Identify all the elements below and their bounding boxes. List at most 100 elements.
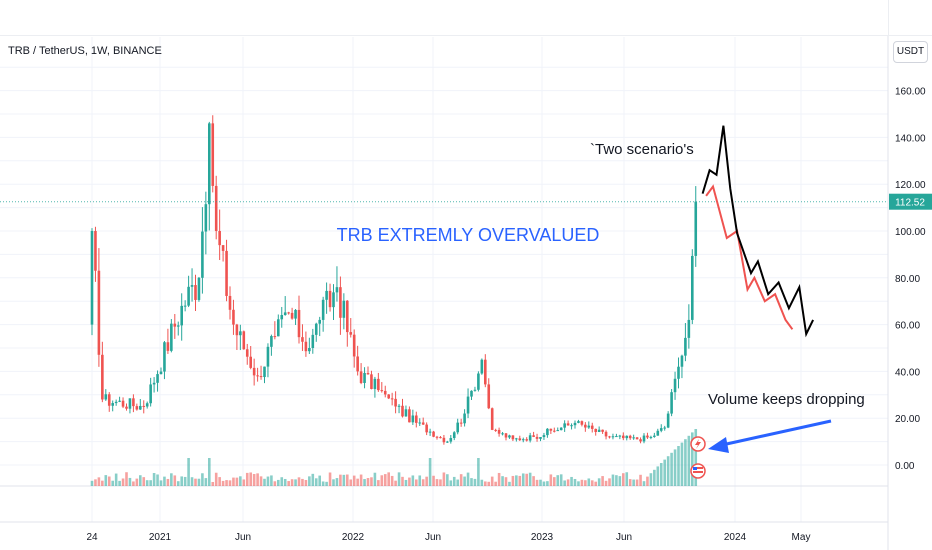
volume-bar [97, 477, 101, 486]
volume-bar [156, 474, 159, 486]
candle-body [314, 323, 318, 335]
volume-bar [114, 473, 118, 486]
volume-bar [314, 478, 318, 486]
candle-body [263, 366, 266, 378]
candle-body [211, 123, 215, 186]
volume-bar [656, 466, 660, 486]
volume-bar [521, 473, 525, 486]
volume-bar [480, 479, 484, 486]
candle-body [235, 324, 239, 336]
volume-bar [625, 472, 629, 486]
volume-bar [601, 476, 604, 486]
candle-body [632, 437, 635, 439]
volume-bar [556, 475, 560, 486]
price-tick-label: 0.00 [895, 461, 915, 472]
volume-bar [421, 479, 425, 486]
candle-body [535, 436, 539, 439]
candle-body [694, 201, 698, 256]
candle-body [404, 409, 408, 417]
candle-body [132, 398, 135, 407]
volume-bar [463, 476, 466, 486]
volume-bar [270, 475, 273, 486]
candle-body [546, 428, 549, 436]
candle-body [156, 374, 159, 383]
candle-body [308, 348, 311, 352]
candle-body [273, 336, 277, 338]
volume-bar [352, 475, 356, 486]
flash-event-icon[interactable] [690, 436, 706, 452]
volume-bar [259, 476, 263, 486]
last-price-tag [889, 193, 932, 210]
candle-body [463, 413, 466, 424]
volume-bar [321, 481, 325, 486]
candle-body [170, 323, 173, 351]
volume-bars [90, 429, 698, 486]
candle-body [622, 435, 625, 439]
candle-body [125, 406, 128, 409]
volume-bar [487, 481, 491, 486]
volume-bar [539, 479, 542, 486]
volume-bar [508, 481, 511, 486]
volume-bar [573, 478, 577, 486]
candle-body [649, 436, 653, 438]
volume-bar [301, 478, 304, 486]
candle-body [204, 204, 208, 232]
volume-bar [559, 474, 563, 486]
volume-bar [252, 474, 256, 486]
volume-bar [504, 477, 508, 486]
volume-bar [366, 478, 370, 486]
candle-body [311, 334, 315, 348]
volume-bar [380, 475, 384, 486]
volume-bar [484, 481, 487, 486]
volume-bar [277, 479, 280, 486]
candle-body [297, 309, 301, 338]
volume-bar [135, 478, 139, 486]
volume-bar [190, 477, 194, 486]
volume-bar [442, 472, 446, 486]
candle-body [597, 429, 601, 432]
currency-button[interactable]: USDT [893, 41, 928, 63]
candle-body [408, 409, 411, 423]
volume-bar [587, 478, 591, 486]
volume-bar [211, 481, 215, 486]
volume-bar [532, 476, 535, 486]
volume-bar [335, 478, 339, 486]
volume-bar [618, 476, 622, 486]
volume-bar [670, 452, 673, 486]
candle-body [418, 422, 422, 424]
candle-body [459, 422, 463, 424]
us-flag-event-icon[interactable] [690, 463, 706, 479]
volume-bar [570, 476, 573, 486]
candle-body [618, 435, 622, 437]
candle-body [349, 332, 353, 335]
volume-bar [152, 473, 156, 486]
volume-bar [377, 480, 380, 486]
candle-body [673, 378, 677, 393]
volume-bar [176, 481, 180, 486]
volume-bar [611, 474, 615, 486]
volume-bar [501, 476, 504, 486]
candle-body [194, 285, 197, 300]
volume-bar [497, 472, 501, 486]
candle-body [518, 438, 522, 441]
volume-bar [494, 481, 497, 486]
volume-bar [325, 481, 328, 486]
volume-bar [139, 475, 142, 486]
candle-body [283, 312, 287, 316]
candle-body [394, 398, 397, 407]
candle-body [97, 270, 101, 355]
candle-body [256, 375, 259, 377]
volume-bar [263, 478, 266, 486]
candle-body [121, 400, 125, 407]
volume-bar [663, 459, 666, 486]
volume-bar [249, 472, 252, 486]
candle-body [556, 430, 560, 432]
candle-body [239, 331, 242, 336]
candle-body [628, 435, 632, 439]
volume-bar [477, 458, 480, 486]
candle-body [176, 325, 180, 327]
candle-body [577, 421, 580, 423]
candle-body [484, 359, 487, 385]
candle-body [608, 436, 611, 438]
